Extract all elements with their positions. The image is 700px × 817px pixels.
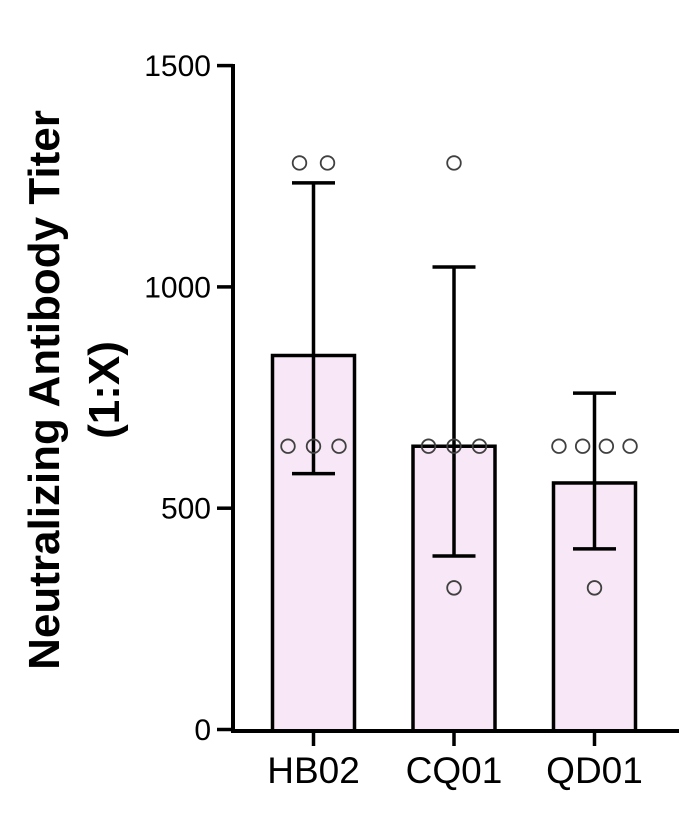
data-point-CQ01-320 <box>446 580 462 596</box>
error-bar-CQ01 <box>432 265 476 558</box>
error-bars-group <box>292 181 616 558</box>
data-point-HB02-1280 <box>319 155 336 171</box>
data-point-HB02-640 <box>280 438 296 454</box>
data-point-QD01-640 <box>574 438 591 454</box>
data-point-HB02-640 <box>331 438 347 454</box>
data-point-CQ01-1280 <box>446 155 462 171</box>
data-points-group <box>280 155 638 596</box>
x-ticks-group: HB02 CQ01 QD01 <box>267 731 643 791</box>
data-point-CQ01-640 <box>420 438 437 454</box>
data-point-HB02-640 <box>305 438 322 454</box>
x-label-QD01: QD01 <box>546 750 643 791</box>
data-point-HB02-1280 <box>291 155 308 171</box>
error-bar-HB02 <box>292 181 335 476</box>
x-label-CQ01: CQ01 <box>406 750 503 791</box>
data-point-QD01-640 <box>622 438 638 454</box>
y-ticks-group: 0 500 1000 1500 <box>144 50 233 747</box>
data-point-QD01-320 <box>586 580 603 596</box>
y-tick-label-1000: 1000 <box>144 271 211 304</box>
x-label-HB02: HB02 <box>267 750 360 791</box>
y-tick-label-1500: 1500 <box>144 50 211 83</box>
data-point-QD01-640 <box>551 438 567 454</box>
data-point-CQ01-640 <box>446 438 462 454</box>
data-point-CQ01-640 <box>471 438 488 454</box>
y-tick-label-0: 0 <box>194 714 211 747</box>
error-bar-QD01 <box>573 391 616 551</box>
y-tick-label-500: 500 <box>161 493 211 526</box>
data-point-QD01-640 <box>598 438 615 454</box>
